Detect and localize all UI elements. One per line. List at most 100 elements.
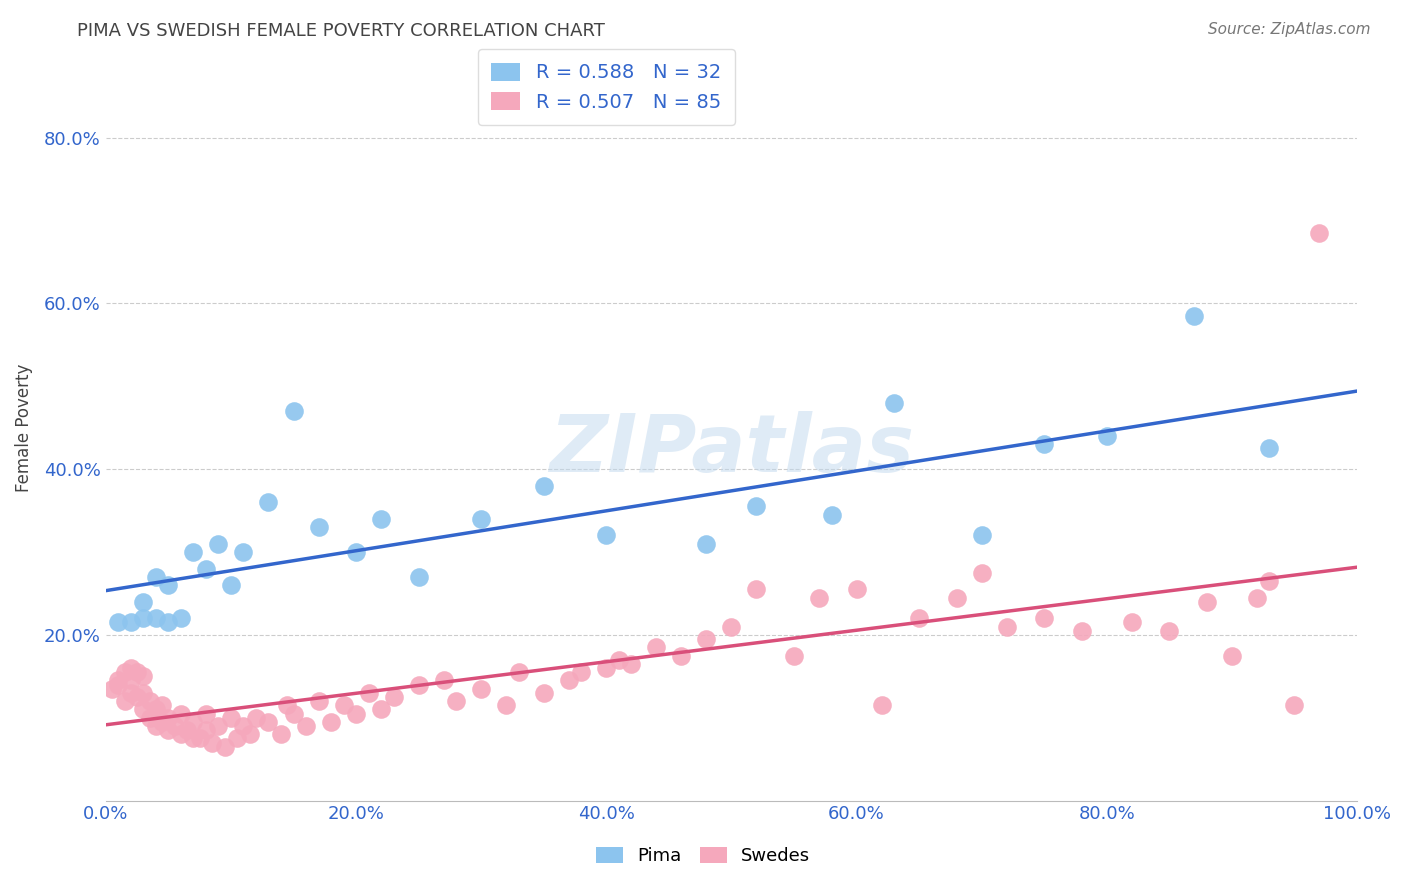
Point bbox=[720, 619, 742, 633]
Point bbox=[1195, 595, 1218, 609]
Point bbox=[1258, 574, 1281, 588]
Point bbox=[1159, 624, 1181, 638]
Point bbox=[120, 673, 142, 688]
Point bbox=[138, 711, 160, 725]
Point bbox=[595, 528, 617, 542]
Point bbox=[382, 690, 405, 704]
Point bbox=[870, 698, 893, 713]
Point bbox=[344, 545, 367, 559]
Point bbox=[276, 698, 298, 713]
Point bbox=[219, 711, 242, 725]
Point bbox=[226, 731, 249, 746]
Point bbox=[1033, 437, 1056, 451]
Point bbox=[201, 736, 224, 750]
Point bbox=[607, 653, 630, 667]
Point bbox=[408, 677, 430, 691]
Y-axis label: Female Poverty: Female Poverty bbox=[15, 363, 32, 491]
Point bbox=[1121, 615, 1143, 630]
Point bbox=[558, 673, 581, 688]
Point bbox=[114, 694, 136, 708]
Point bbox=[970, 528, 993, 542]
Point bbox=[970, 566, 993, 580]
Legend: R = 0.588   N = 32, R = 0.507   N = 85: R = 0.588 N = 32, R = 0.507 N = 85 bbox=[478, 49, 735, 125]
Point bbox=[132, 702, 155, 716]
Point bbox=[232, 719, 254, 733]
Point bbox=[257, 714, 280, 729]
Point bbox=[194, 561, 217, 575]
Point bbox=[132, 686, 155, 700]
Point bbox=[219, 578, 242, 592]
Point bbox=[183, 731, 205, 746]
Point bbox=[188, 731, 211, 746]
Legend: Pima, Swedes: Pima, Swedes bbox=[586, 838, 820, 874]
Point bbox=[138, 694, 160, 708]
Point bbox=[120, 615, 142, 630]
Point bbox=[170, 727, 193, 741]
Point bbox=[370, 702, 392, 716]
Point bbox=[695, 632, 717, 646]
Point bbox=[820, 508, 842, 522]
Point bbox=[107, 673, 129, 688]
Point bbox=[783, 648, 806, 663]
Point bbox=[883, 396, 905, 410]
Point bbox=[170, 706, 193, 721]
Point bbox=[1182, 309, 1205, 323]
Point bbox=[194, 706, 217, 721]
Point bbox=[695, 537, 717, 551]
Point bbox=[1095, 429, 1118, 443]
Point bbox=[132, 611, 155, 625]
Point bbox=[845, 582, 868, 597]
Point bbox=[114, 665, 136, 680]
Point bbox=[157, 615, 180, 630]
Point bbox=[1258, 442, 1281, 456]
Point bbox=[245, 711, 267, 725]
Text: Source: ZipAtlas.com: Source: ZipAtlas.com bbox=[1208, 22, 1371, 37]
Point bbox=[207, 537, 229, 551]
Point bbox=[595, 661, 617, 675]
Point bbox=[120, 686, 142, 700]
Point bbox=[908, 611, 931, 625]
Point bbox=[495, 698, 517, 713]
Point bbox=[470, 512, 492, 526]
Point bbox=[127, 665, 149, 680]
Point bbox=[150, 714, 173, 729]
Point bbox=[1033, 611, 1056, 625]
Point bbox=[308, 520, 330, 534]
Point bbox=[145, 702, 167, 716]
Point bbox=[995, 619, 1018, 633]
Point bbox=[408, 570, 430, 584]
Point bbox=[127, 690, 149, 704]
Point bbox=[745, 582, 768, 597]
Point bbox=[150, 698, 173, 713]
Point bbox=[745, 500, 768, 514]
Point bbox=[120, 661, 142, 675]
Point bbox=[645, 640, 668, 655]
Point bbox=[232, 545, 254, 559]
Point bbox=[107, 677, 129, 691]
Point bbox=[1308, 226, 1330, 240]
Point bbox=[183, 714, 205, 729]
Point bbox=[183, 545, 205, 559]
Point bbox=[671, 648, 693, 663]
Point bbox=[620, 657, 643, 671]
Point bbox=[107, 615, 129, 630]
Point bbox=[444, 694, 467, 708]
Point bbox=[163, 719, 186, 733]
Point bbox=[945, 591, 967, 605]
Point bbox=[332, 698, 354, 713]
Point bbox=[157, 578, 180, 592]
Point bbox=[295, 719, 318, 733]
Point bbox=[1284, 698, 1306, 713]
Point bbox=[157, 711, 180, 725]
Point bbox=[808, 591, 831, 605]
Point bbox=[194, 723, 217, 738]
Point bbox=[533, 686, 555, 700]
Point bbox=[1220, 648, 1243, 663]
Point bbox=[283, 404, 305, 418]
Point bbox=[270, 727, 292, 741]
Point bbox=[157, 723, 180, 738]
Point bbox=[214, 739, 236, 754]
Point bbox=[357, 686, 380, 700]
Point bbox=[470, 681, 492, 696]
Text: PIMA VS SWEDISH FEMALE POVERTY CORRELATION CHART: PIMA VS SWEDISH FEMALE POVERTY CORRELATI… bbox=[77, 22, 605, 40]
